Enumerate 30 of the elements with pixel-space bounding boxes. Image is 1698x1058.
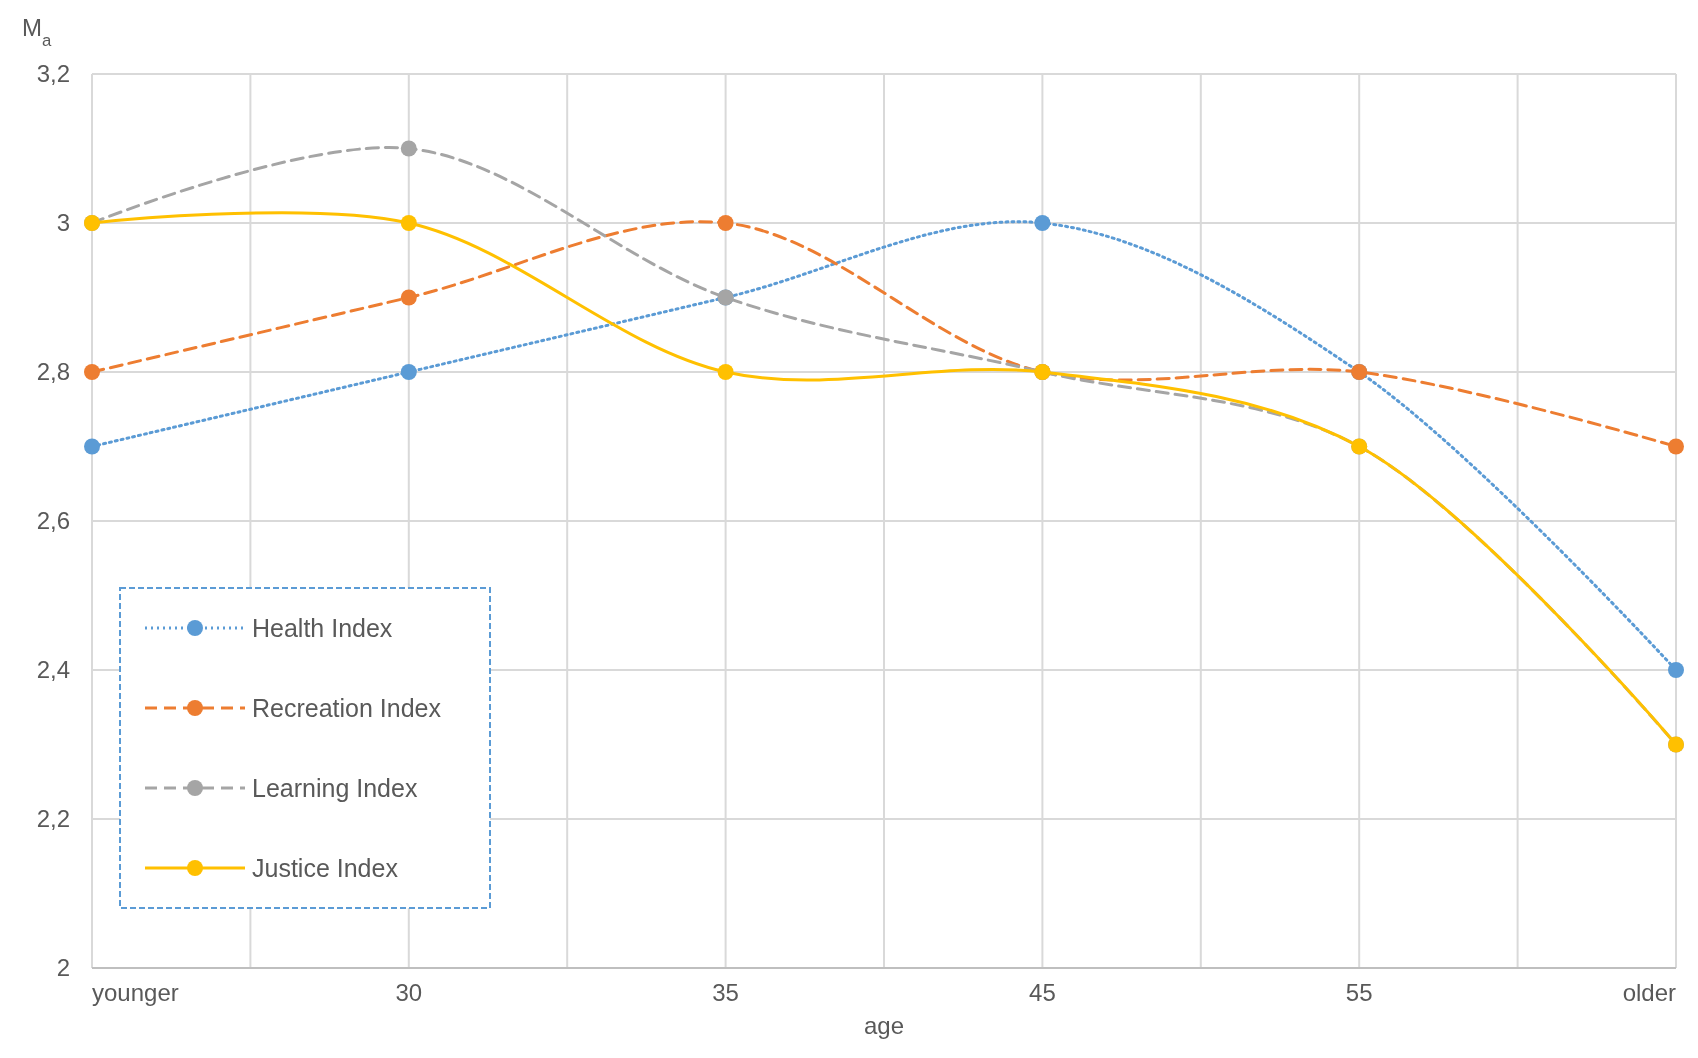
legend-label: Justice Index — [252, 853, 399, 882]
legend-label: Learning Index — [252, 773, 418, 802]
y-tick-label: 2,2 — [36, 805, 70, 833]
legend-label: Recreation Index — [252, 693, 442, 722]
point — [717, 364, 734, 380]
point — [400, 140, 417, 157]
point — [84, 364, 100, 380]
y-tick-label: 2,8 — [36, 358, 70, 386]
point — [84, 438, 100, 455]
point — [400, 364, 417, 380]
y-axis-title: M$_{a}$ — [22, 14, 52, 50]
y-tick-label: 3,2 — [36, 60, 70, 88]
y-tick-label: 3 — [56, 209, 70, 237]
point — [400, 289, 417, 306]
x-axis-title: age — [863, 1012, 905, 1039]
y-tick-label: 2,6 — [36, 507, 70, 535]
x-tick-label: 30 — [395, 979, 423, 1006]
point — [400, 215, 417, 231]
point — [1034, 215, 1051, 231]
point — [1668, 662, 1684, 678]
y-tick-label: 2,4 — [36, 656, 70, 684]
x-tick-label: 35 — [712, 979, 739, 1006]
legend-label: Health Index — [252, 613, 393, 642]
point — [1668, 438, 1684, 455]
x-tick-label: 55 — [1345, 979, 1373, 1006]
y-tick-label: 2 — [56, 954, 70, 982]
point — [717, 215, 734, 231]
x-tick-label: younger — [92, 979, 179, 1006]
x-tick-label: 45 — [1029, 979, 1056, 1006]
x-tick-label: older — [1622, 979, 1676, 1006]
